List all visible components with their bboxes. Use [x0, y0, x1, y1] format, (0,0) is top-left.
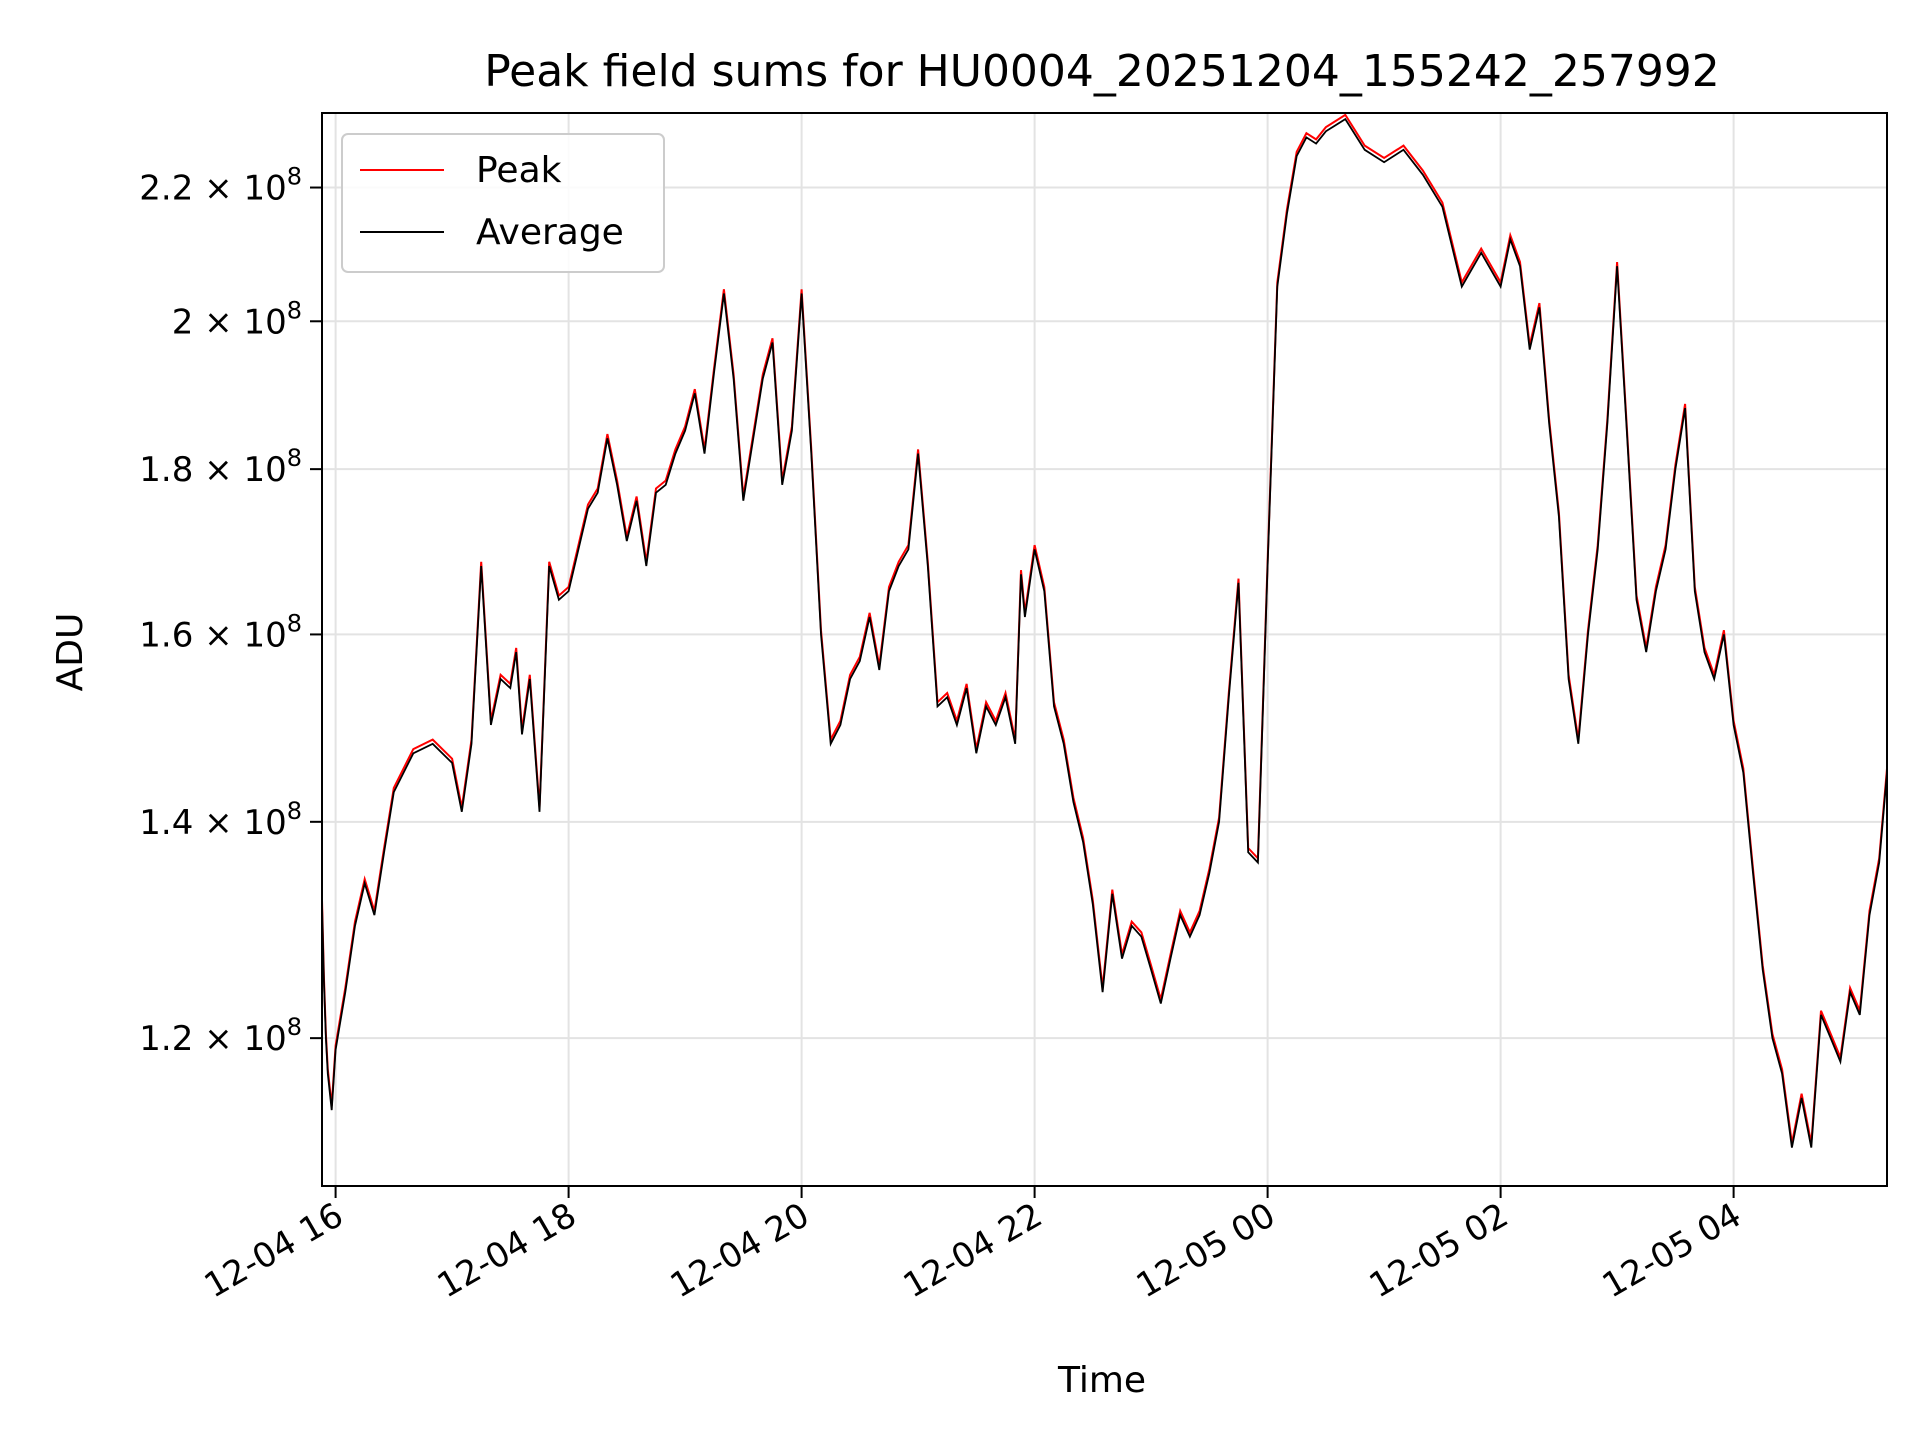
plot-frame [321, 112, 1888, 1187]
y-axis-label: ADU [50, 613, 91, 692]
series-line-average [322, 117, 1887, 1148]
x-tick-label: 12-04 16 [198, 1195, 350, 1306]
series-lines [322, 113, 1887, 1148]
legend: Peak Average [341, 133, 665, 273]
legend-label-peak: Peak [476, 150, 562, 191]
x-tick-label: 12-04 18 [431, 1195, 583, 1306]
x-tick-label: 12-04 20 [664, 1195, 816, 1306]
y-tick-label: 1.2 × 108 [139, 1013, 302, 1059]
x-tick-label: 12-05 02 [1363, 1195, 1515, 1306]
y-tick-label: 1.4 × 108 [139, 797, 302, 843]
y-tick-label: 1.8 × 108 [139, 444, 302, 490]
legend-box [341, 133, 665, 273]
y-tick-label: 1.6 × 108 [139, 609, 302, 655]
y-tick-label: 2 × 108 [172, 296, 302, 342]
x-tick-label: 12-05 04 [1596, 1195, 1748, 1306]
grid [322, 113, 1887, 1186]
x-axis: 12-04 16 12-04 18 12-04 20 12-04 22 12-05 00… [198, 1186, 1748, 1306]
x-tick-label: 12-05 00 [1130, 1195, 1282, 1306]
legend-label-average: Average [476, 212, 624, 253]
y-tick-label: 2.2 × 108 [139, 163, 302, 209]
y-axis: 1.2 × 108 1.4 × 108 1.6 × 108 1.8 × 108 2 × … [139, 163, 322, 1059]
x-tick-label: 12-04 22 [897, 1195, 1049, 1306]
chart-title: Peak field sums for HU0004_20251204_1552… [484, 46, 1720, 97]
x-axis-label: Time [1057, 1360, 1146, 1401]
